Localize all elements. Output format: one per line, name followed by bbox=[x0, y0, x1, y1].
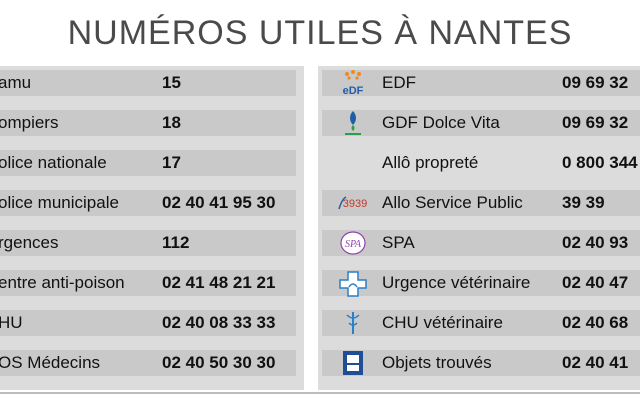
service-label: OS Médecins bbox=[0, 353, 101, 372]
service-label: EDF bbox=[382, 73, 416, 92]
service-label: Objets trouvés bbox=[382, 353, 492, 372]
phone-number: 15 bbox=[162, 73, 181, 92]
service-label: Allo Service Public bbox=[382, 193, 523, 212]
phone-number: 02 40 41 bbox=[562, 353, 629, 372]
service-label: rgences bbox=[0, 233, 59, 252]
left-numbers-panel: amu 15 ompiers 18 olice nationale 17 oli… bbox=[0, 66, 304, 390]
phone-number: 112 bbox=[162, 233, 190, 252]
phone-number: 02 40 08 33 33 bbox=[162, 313, 276, 332]
list-item: olice nationale 17 bbox=[0, 150, 296, 176]
bottom-divider bbox=[0, 392, 640, 394]
list-item: Allô propreté 0 800 344 bbox=[322, 150, 640, 176]
list-item: Objets trouvés 02 40 41 bbox=[322, 350, 640, 376]
service-label: olice municipale bbox=[0, 193, 119, 212]
3939-logo-icon: 3939 bbox=[336, 189, 370, 217]
list-item: entre anti-poison 02 41 48 21 21 bbox=[0, 270, 296, 296]
list-item: OS Médecins 02 40 50 30 30 bbox=[0, 350, 296, 376]
list-item: SPA SPA 02 40 93 bbox=[322, 230, 640, 256]
phone-number: 02 41 48 21 21 bbox=[162, 273, 276, 292]
svg-text:3939: 3939 bbox=[343, 198, 367, 210]
phone-number: 17 bbox=[162, 153, 181, 172]
phone-number: 02 40 93 bbox=[562, 233, 629, 252]
phone-number: 02 40 50 30 30 bbox=[162, 353, 276, 372]
service-label: GDF Dolce Vita bbox=[382, 113, 500, 132]
chu-veterinaire-icon bbox=[336, 309, 370, 337]
list-item: CHU vétérinaire 02 40 68 bbox=[322, 310, 640, 336]
list-item: Urgence vétérinaire 02 40 47 bbox=[322, 269, 640, 297]
spa-logo-icon: SPA bbox=[336, 229, 370, 257]
list-item: olice municipale 02 40 41 95 30 bbox=[0, 190, 296, 216]
phone-number: 39 39 bbox=[562, 193, 605, 212]
list-item: rgences 112 bbox=[0, 230, 296, 256]
right-numbers-panel: eDF EDF 09 69 32 GDF Dolce Vita 09 69 32… bbox=[318, 66, 640, 390]
service-label: entre anti-poison bbox=[0, 273, 125, 292]
phone-number: 09 69 32 bbox=[562, 113, 629, 132]
phone-number: 02 40 41 95 30 bbox=[162, 193, 276, 212]
service-label: Urgence vétérinaire bbox=[382, 273, 531, 292]
list-item: GDF Dolce Vita 09 69 32 bbox=[322, 110, 640, 136]
svg-text:SPA: SPA bbox=[345, 239, 362, 250]
veterinary-cross-icon bbox=[336, 269, 370, 297]
service-label: amu bbox=[0, 73, 32, 92]
phone-number: 0 800 344 bbox=[562, 153, 638, 172]
phone-number: 18 bbox=[162, 113, 181, 132]
service-label: HU bbox=[0, 313, 23, 332]
phone-number: 02 40 68 bbox=[562, 313, 629, 332]
service-label: SPA bbox=[382, 233, 415, 252]
list-item: amu 15 bbox=[0, 70, 296, 96]
list-item: 3939 Allo Service Public 39 39 bbox=[322, 190, 640, 216]
service-label: ompiers bbox=[0, 113, 59, 132]
list-item: eDF EDF 09 69 32 bbox=[322, 69, 640, 97]
lost-objects-icon bbox=[336, 349, 370, 377]
service-label: Allô propreté bbox=[382, 153, 479, 172]
service-label: olice nationale bbox=[0, 153, 107, 172]
phone-number: 09 69 32 bbox=[562, 73, 629, 92]
list-item: HU 02 40 08 33 33 bbox=[0, 310, 296, 336]
page-title: NUMÉROS UTILES À NANTES bbox=[67, 14, 573, 52]
edf-logo-icon: eDF bbox=[336, 69, 370, 97]
list-item: ompiers 18 bbox=[0, 110, 296, 136]
phone-number: 02 40 47 bbox=[562, 273, 629, 292]
service-label: CHU vétérinaire bbox=[382, 313, 503, 332]
gdf-logo-icon bbox=[336, 109, 370, 137]
svg-text:eDF: eDF bbox=[343, 85, 364, 97]
